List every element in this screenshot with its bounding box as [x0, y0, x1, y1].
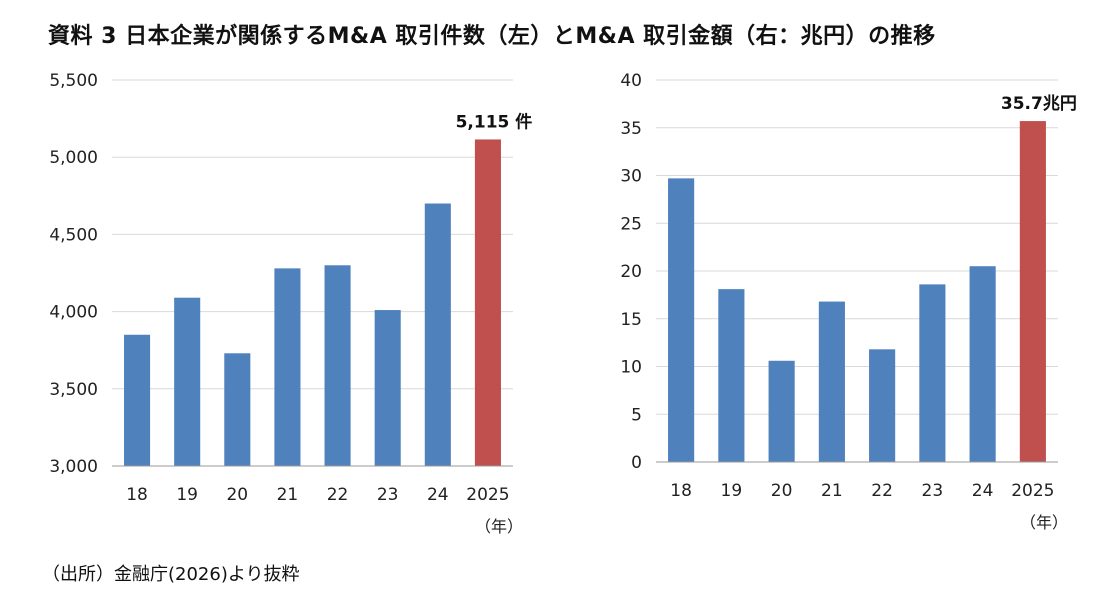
page-title: 資料 3 日本企業が関係するM&A 取引件数（左）とM&A 取引金額（右：兆円）…	[48, 24, 936, 49]
y-tick-label: 25	[620, 214, 642, 234]
x-tick-label: 24	[972, 481, 994, 501]
bar	[919, 284, 946, 462]
y-tick-label: 40	[620, 71, 642, 91]
x-tick-label: 18	[126, 485, 148, 505]
x-tick-label: 21	[277, 485, 299, 505]
x-axis-unit-label: （年）	[475, 517, 523, 536]
x-tick-label: 19	[721, 481, 743, 501]
bar-highlight	[1019, 121, 1046, 462]
x-tick-label: 20	[226, 485, 248, 505]
x-axis-unit-label: （年）	[1020, 513, 1068, 532]
y-tick-label: 5	[631, 405, 642, 425]
y-tick-label: 15	[620, 310, 642, 330]
bar	[374, 310, 401, 466]
y-tick-label: 4,000	[49, 303, 98, 323]
y-tick-label: 30	[620, 167, 642, 187]
x-tick-label: 2025	[466, 485, 509, 505]
bar	[869, 349, 896, 462]
y-tick-label: 35	[620, 119, 642, 139]
x-tick-label: 24	[427, 485, 449, 505]
bar	[174, 297, 201, 466]
x-tick-label: 20	[771, 481, 793, 501]
bar	[668, 178, 695, 462]
x-tick-label: 23	[377, 485, 399, 505]
bar-highlight	[474, 139, 501, 466]
x-tick-label: 22	[871, 481, 893, 501]
y-tick-label: 0	[631, 453, 642, 473]
x-tick-label: 19	[176, 485, 198, 505]
x-tick-label: 18	[670, 481, 692, 501]
bar-annotation: 35.7兆円	[1001, 94, 1077, 114]
y-tick-label: 5,000	[49, 148, 98, 168]
bar	[969, 266, 996, 462]
x-tick-label: 2025	[1011, 481, 1054, 501]
source-note: （出所）金融庁(2026)より抜粋	[42, 564, 300, 585]
x-tick-label: 23	[922, 481, 944, 501]
bar	[274, 268, 301, 466]
bar	[424, 203, 451, 466]
y-tick-label: 20	[620, 262, 642, 282]
y-tick-label: 3,500	[49, 380, 98, 400]
bar	[324, 265, 351, 466]
bar-annotation: 5,115 件	[456, 111, 533, 132]
y-tick-label: 3,000	[49, 457, 98, 477]
y-tick-label: 4,500	[49, 225, 98, 245]
y-tick-label: 5,500	[49, 71, 98, 91]
bar	[768, 360, 795, 462]
x-tick-label: 22	[327, 485, 349, 505]
bar	[718, 289, 745, 462]
bar	[818, 301, 845, 462]
x-tick-label: 21	[821, 481, 843, 501]
bar	[124, 334, 151, 466]
bar	[224, 353, 251, 466]
deal-count-chart: 3,000 3,500 4,000 4,500 5,000 5,500 18 19 20 21 22…	[49, 71, 533, 536]
y-tick-label: 10	[620, 358, 642, 378]
